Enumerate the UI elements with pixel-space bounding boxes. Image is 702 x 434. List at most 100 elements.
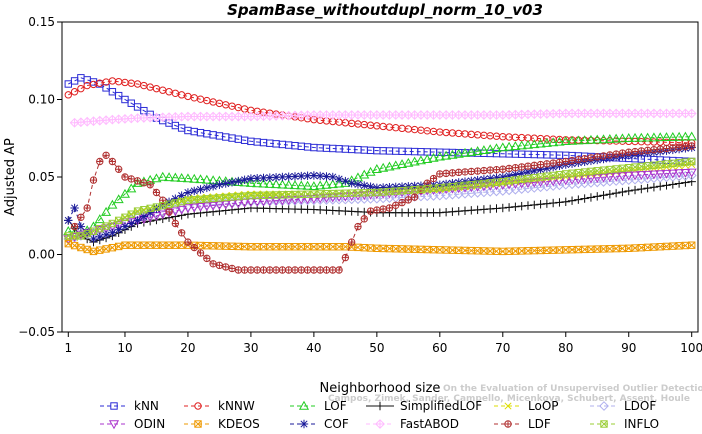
data-point (165, 241, 173, 249)
data-point (321, 179, 332, 189)
data-point (630, 185, 640, 195)
data-point (322, 172, 331, 181)
data-point (587, 167, 595, 176)
data-point (618, 149, 627, 157)
data-point (561, 197, 570, 206)
data-point (252, 178, 263, 188)
data-point (680, 131, 691, 141)
data-point (585, 134, 597, 144)
data-point (510, 141, 521, 151)
data-point (517, 201, 526, 211)
x-axis: 1 10 20 30 40 50 60 70 80 90 100 (64, 332, 702, 355)
data-point (504, 141, 515, 151)
data-point (687, 177, 696, 186)
data-point (605, 190, 615, 199)
data-point (686, 170, 697, 181)
data-point (83, 245, 91, 254)
data-point (642, 132, 653, 142)
data-point (548, 162, 558, 172)
y-tick-label: 0.05 (28, 170, 55, 184)
data-point (636, 132, 647, 142)
data-point (447, 149, 458, 159)
legend-item-odin: ODIN (100, 417, 165, 431)
data-point (499, 165, 507, 173)
data-point (467, 167, 476, 176)
legend-item-ldf: LDF (494, 417, 551, 431)
series-kdeos (64, 239, 696, 256)
legend-item-fastabod: FastABOD (366, 417, 459, 431)
data-point (201, 174, 212, 184)
data-point (617, 133, 628, 143)
data-point (227, 178, 237, 187)
data-point (472, 146, 483, 155)
series-layer (63, 74, 697, 274)
data-point (536, 246, 545, 255)
data-point (64, 239, 72, 248)
data-point (674, 169, 685, 179)
legend-marker (110, 402, 118, 410)
data-point (680, 168, 691, 178)
data-point (146, 241, 154, 249)
series-ldf (70, 142, 696, 274)
legend-marker (194, 420, 202, 428)
series-lof (63, 131, 697, 239)
data-point (429, 174, 438, 183)
series-inflo (64, 157, 696, 240)
data-point (548, 198, 558, 208)
data-point (277, 179, 288, 189)
data-point (675, 242, 683, 250)
data-point (190, 186, 199, 196)
data-point (617, 172, 628, 182)
data-point (140, 206, 148, 214)
data-point (102, 84, 110, 92)
data-point (96, 157, 104, 166)
data-point (151, 173, 162, 183)
data-point (296, 180, 307, 190)
legend-marker (375, 401, 385, 411)
data-point (107, 199, 118, 209)
x-tick-label: 60 (432, 341, 447, 355)
legend-item-inflo: INFLO (590, 417, 659, 431)
x-tick-label: 40 (306, 341, 321, 355)
data-point (548, 137, 559, 147)
data-point (189, 203, 200, 213)
data-point (661, 169, 672, 179)
data-point (459, 147, 471, 157)
x-tick-label: 1 (64, 341, 72, 355)
data-point (366, 207, 375, 215)
legend-marker (504, 420, 512, 428)
data-point (133, 177, 142, 185)
data-point (455, 168, 463, 177)
data-point (523, 167, 533, 177)
x-tick-label: 80 (558, 341, 573, 355)
data-point (83, 204, 91, 212)
data-point (146, 181, 154, 189)
data-point (611, 188, 621, 198)
data-point (77, 84, 85, 93)
data-point (529, 139, 540, 149)
data-point (504, 203, 514, 212)
data-point (208, 182, 218, 191)
data-point (126, 183, 137, 193)
data-point (316, 266, 324, 274)
data-point (448, 169, 457, 177)
legend-label: INFLO (624, 417, 659, 431)
data-point (606, 165, 614, 174)
data-point (598, 134, 609, 144)
data-point (253, 266, 261, 274)
data-point (341, 176, 350, 186)
x-tick-label: 30 (243, 341, 258, 355)
data-point (121, 213, 129, 222)
data-point (360, 215, 368, 223)
data-point (157, 171, 168, 181)
data-point (108, 88, 117, 96)
data-point (64, 216, 73, 225)
data-point (648, 170, 659, 180)
data-point (511, 164, 520, 172)
data-point (70, 222, 79, 231)
data-point (177, 91, 186, 99)
data-point (473, 167, 482, 175)
data-point (127, 219, 136, 228)
data-point (102, 151, 110, 160)
